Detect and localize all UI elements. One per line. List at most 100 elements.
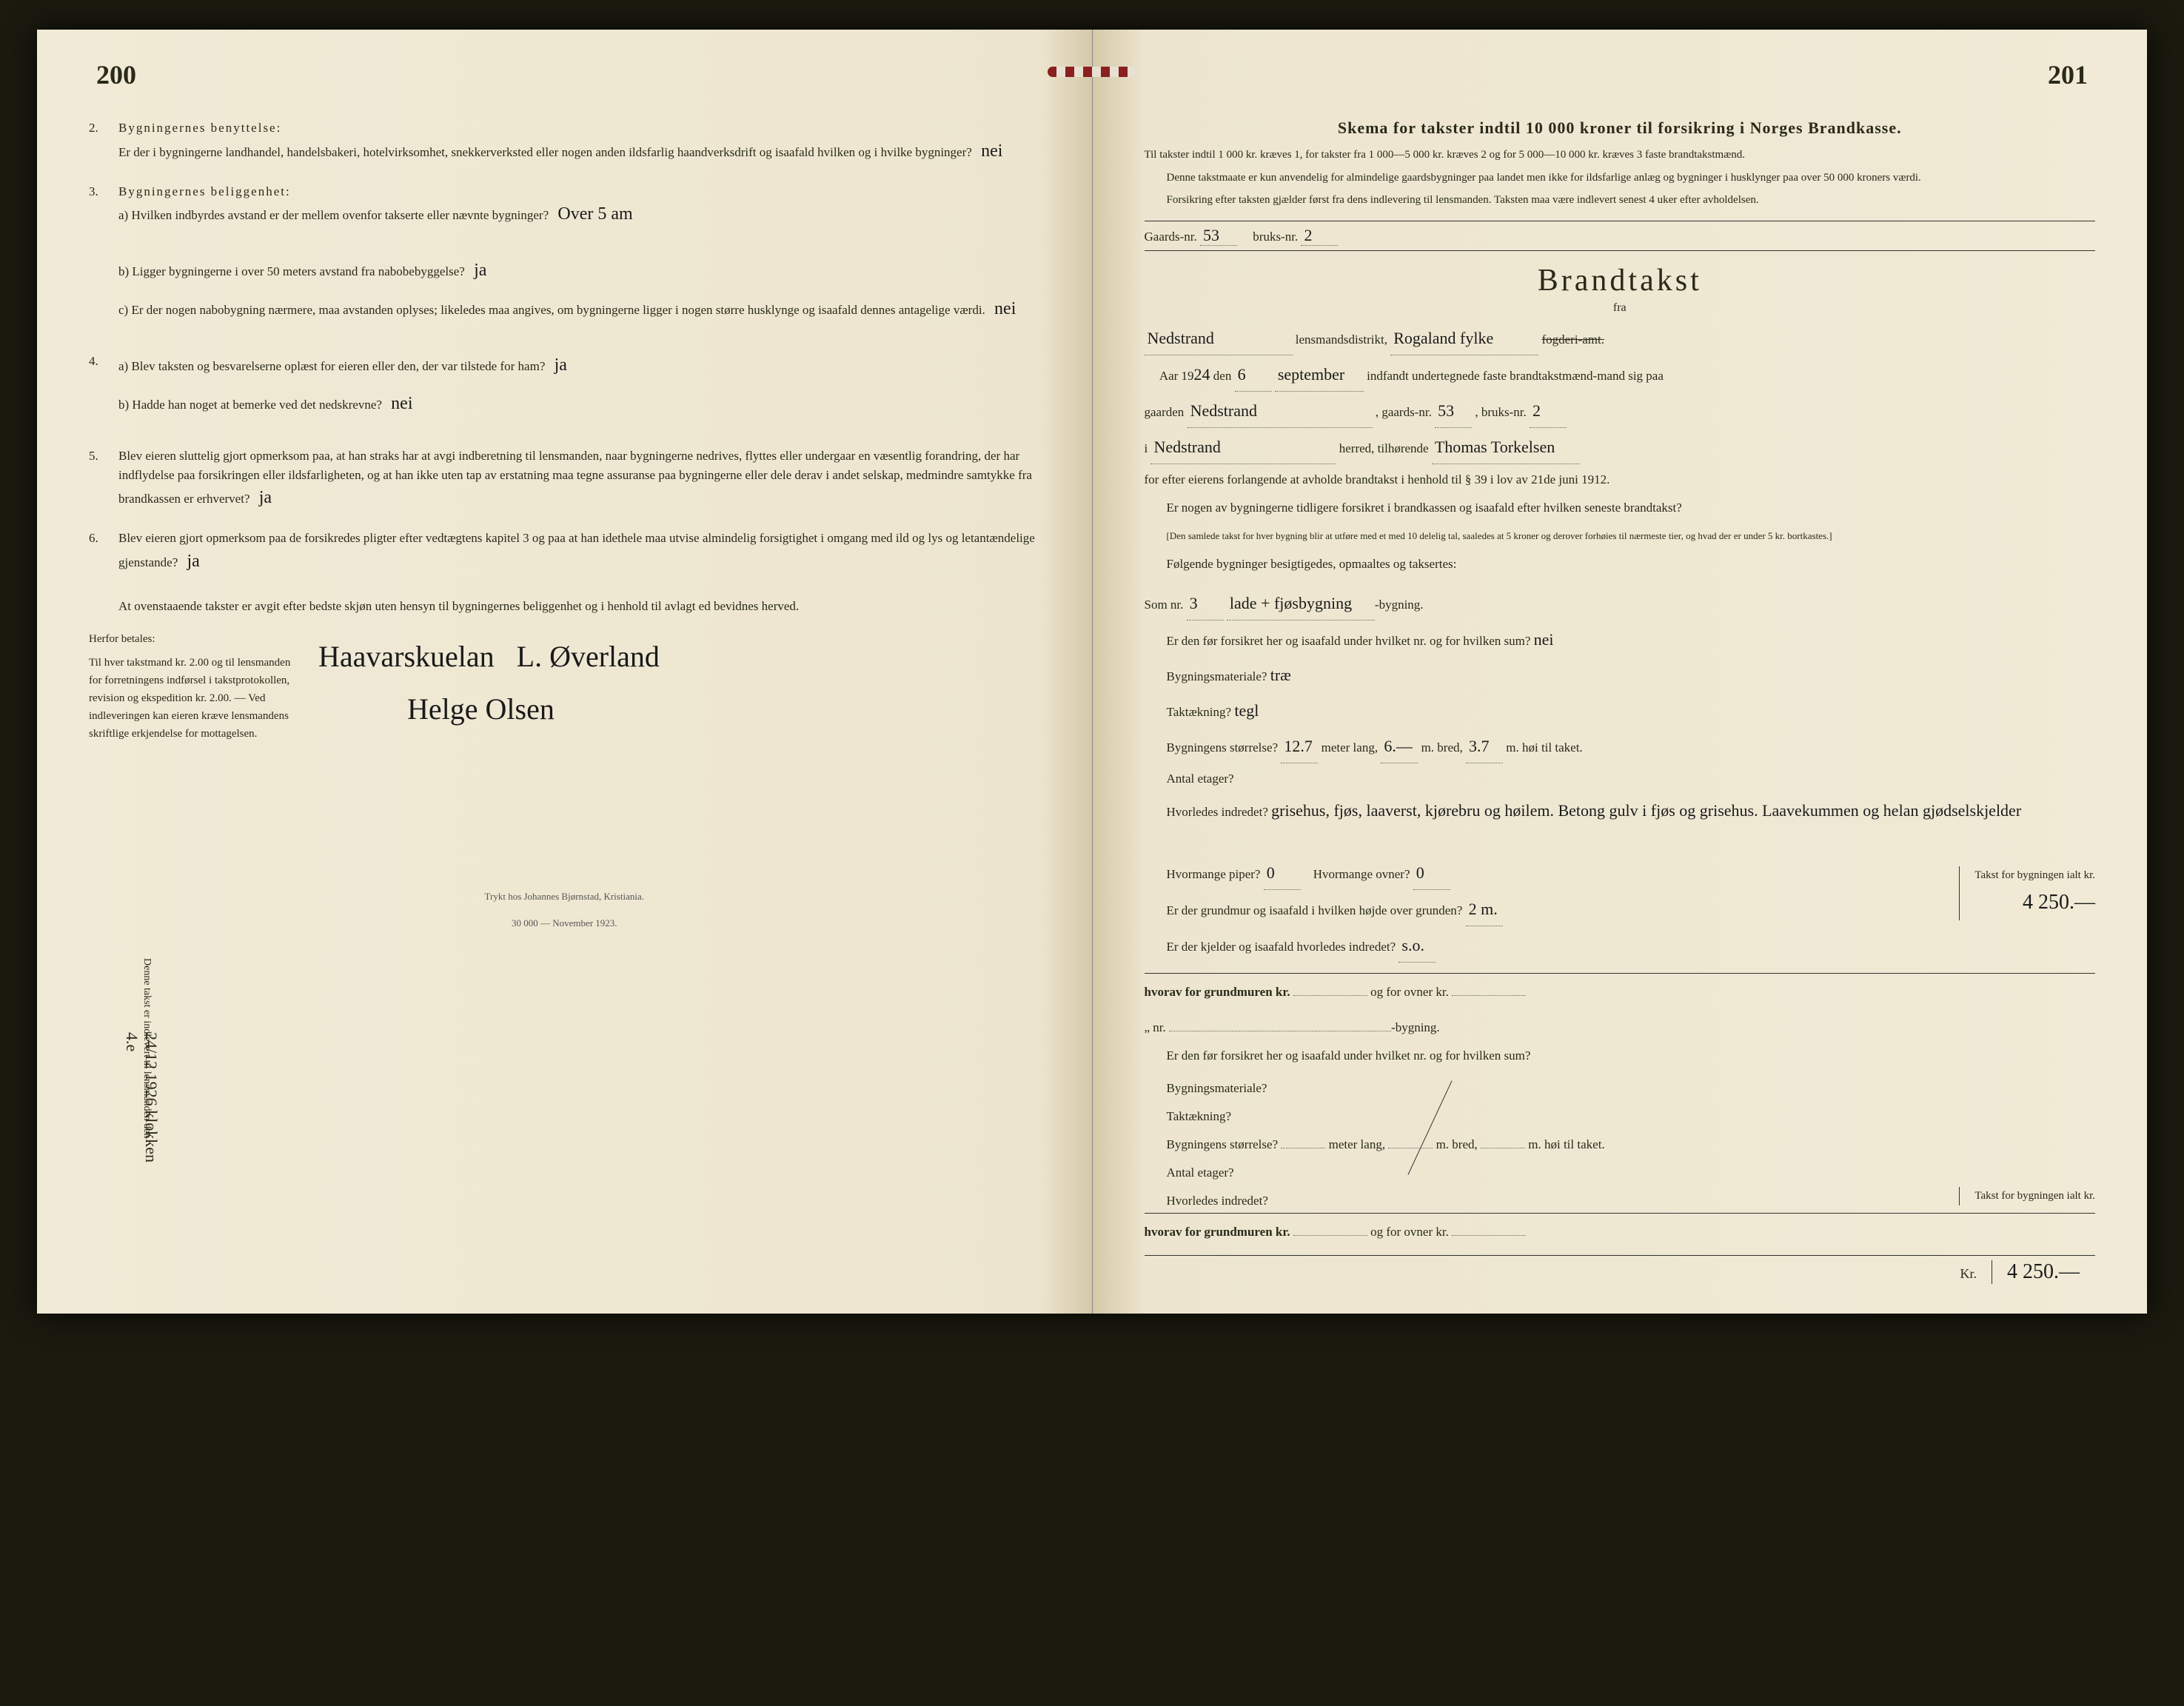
bygning2-suffix: -bygning. (1391, 1020, 1440, 1034)
som-nr: 3 (1187, 587, 1224, 620)
q5-answer: ja (259, 488, 272, 507)
q3a-text: Hvilken indbyrdes avstand er der mellem … (131, 208, 549, 222)
q6-answer: ja (187, 552, 200, 571)
fogderi-label: fogderi-amt. (1541, 332, 1604, 347)
kjelder-value: s.o. (1399, 929, 1436, 963)
q3-num: 3. (89, 182, 118, 335)
q3b-text: Ligger bygningerne i over 50 meters avst… (132, 264, 464, 278)
erdenfor-answer: nei (1534, 630, 1554, 649)
left-page: 200 2. Bygningernes benyttelse: Er der i… (37, 30, 1093, 1314)
question-2: 2. Bygningernes benyttelse: Er der i byg… (89, 118, 1040, 164)
herred: Nedstrand (1150, 431, 1336, 464)
district-line: Nedstrand lensmandsdistrikt, Rogaland fy… (1145, 322, 2096, 355)
indret-label: Hvorledes indredet? (1167, 805, 1268, 819)
q3a-label: a) (118, 208, 128, 222)
lang2-unit: meter lang, (1329, 1137, 1385, 1151)
hvorav-label: hvorav for grundmuren kr. (1145, 985, 1290, 999)
ernogen-text: Er nogen av bygningerne tidligere forsik… (1167, 495, 2096, 521)
forefter-text: for efter eierens forlangende at avholde… (1145, 467, 2096, 492)
tak2-label: Taktækning? (1167, 1104, 2096, 1129)
gaards-nr2: 53 (1435, 395, 1472, 428)
takst-byg-label: Takst for bygningen ialt kr. (1974, 866, 2095, 886)
etager-label: Antal etager? (1167, 772, 1234, 786)
vertical-handwritten: 24/12 1926 klokken 4.e (122, 1032, 161, 1180)
stor-label: Bygningens størrelse? (1167, 740, 1279, 755)
stor2-label: Bygningens størrelse? (1167, 1137, 1279, 1151)
gaarden-label: gaarden (1145, 405, 1185, 419)
mat-value: træ (1270, 666, 1291, 684)
gaards-label: Gaards-nr. (1145, 230, 1197, 244)
maaned: september (1275, 358, 1364, 392)
signature-area: Herfor betales: Til hver takstmand kr. 2… (89, 630, 1040, 743)
bruks-nr2: 2 (1530, 395, 1567, 428)
ovner-value: 0 (1413, 857, 1450, 890)
nr2-label: nr. (1153, 1020, 1165, 1034)
hvorav2-label: hvorav for grundmuren kr. (1145, 1225, 1290, 1239)
q3b-label: b) (118, 264, 129, 278)
q5-text: Blev eieren sluttelig gjort opmerksom pa… (118, 449, 1032, 506)
i-label: i (1145, 441, 1148, 455)
den-label: den (1213, 369, 1232, 383)
page-number-left: 200 (96, 59, 136, 90)
q4b-label: b) (118, 398, 129, 412)
declaration-text: At ovenstaaende takster er avgit efter b… (118, 597, 1040, 616)
book-spread: 200 2. Bygningernes benyttelse: Er der i… (37, 30, 2147, 1314)
bruks-nr: 2 (1301, 226, 1338, 246)
q3-title: Bygningernes beliggenhet: (118, 184, 291, 198)
building-2-section: „ nr. -bygning. Er den før forsikret her… (1145, 1015, 2096, 1245)
q4a-label: a) (118, 359, 128, 373)
piper-value: 0 (1264, 857, 1301, 890)
fra-label: fra (1145, 301, 2096, 315)
herred-line: i Nedstrand herred, tilhørende Thomas To… (1145, 431, 2096, 464)
schema-title: Skema for takster indtil 10 000 kroner t… (1145, 118, 2096, 138)
q6-num: 6. (89, 529, 118, 575)
signature-2: L. Øverland (517, 639, 660, 674)
district-label: lensmandsdistrikt, (1296, 332, 1387, 347)
kjelder-label: Er der kjelder og isaafald hvorledes ind… (1167, 940, 1396, 954)
hoi-value: 3.7 (1466, 730, 1503, 763)
bruks-label: bruks-nr. (1253, 230, 1298, 244)
bred-value: 6.— (1381, 730, 1418, 763)
right-page: 201 Skema for takster indtil 10 000 kron… (1093, 30, 2148, 1314)
og-ovner-label: og for ovner kr. (1370, 985, 1449, 999)
diagonal-strike: Bygningsmateriale? Taktækning? Bygningen… (1145, 1076, 2096, 1180)
bruks-nr2-label: , bruks-nr. (1475, 405, 1526, 419)
kr-label: Kr. (1960, 1266, 1977, 1282)
question-3: 3. Bygningernes beliggenhet: a) Hvilken … (89, 182, 1040, 335)
aar: 24 (1194, 365, 1210, 384)
q2-num: 2. (89, 118, 118, 164)
erdenfor-text: Er den før forsikret her og isaafald und… (1167, 634, 1531, 648)
q3b-answer: ja (474, 261, 486, 280)
q5-num: 5. (89, 446, 118, 511)
question-5: 5. Blev eieren sluttelig gjort opmerksom… (89, 446, 1040, 511)
tak-label: Taktækning? (1167, 705, 1232, 719)
bred-unit: m. bred, (1421, 740, 1463, 755)
fylke: Rogaland fylke (1390, 322, 1538, 355)
lang-unit: meter lang, (1322, 740, 1378, 755)
q4b-answer: nei (391, 394, 412, 413)
gaards-nr2-label: , gaards-nr. (1376, 405, 1432, 419)
herred-label: herred, tilhørende (1339, 441, 1429, 455)
q3c-answer: nei (994, 299, 1016, 318)
bygning-type: lade + fjøsbygning (1227, 587, 1375, 620)
q3c-text: Er der nogen nabobygning nærmere, maa av… (131, 303, 985, 317)
grundmur-label: Er der grundmur og isaafald i hvilken hø… (1167, 903, 1463, 917)
mat2-label: Bygningsmateriale? (1167, 1076, 2096, 1101)
erdenfor2-text: Er den før forsikret her og isaafald und… (1167, 1043, 2096, 1068)
q2-text: Er der i bygningerne landhandel, handels… (118, 145, 972, 159)
q2-answer: nei (981, 141, 1002, 161)
q4a-text: Blev taksten og besvarelserne oplæst for… (131, 359, 545, 373)
header-note-2: Forsikring efter taksten gjælder først f… (1167, 192, 2096, 209)
eier: Thomas Torkelsen (1432, 431, 1580, 464)
binding-cord (1048, 67, 1136, 81)
header-note-1: Denne takstmaate er kun anvendelig for a… (1167, 170, 2096, 187)
q6-text: Blev eieren gjort opmerksom paa de forsi… (118, 531, 1035, 569)
herfor-label: Herfor betales: (89, 630, 296, 648)
mat-label: Bygningsmateriale? (1167, 669, 1267, 683)
folgende-text: Følgende bygninger besigtigedes, opmaalt… (1167, 552, 2096, 577)
takst-byg-value: 4 250.— (1974, 885, 2095, 920)
herfor-text: Til hver takstmand kr. 2.00 og til lensm… (89, 654, 296, 743)
gaards-bruks-row: Gaards-nr. 53 bruks-nr. 2 (1145, 221, 2096, 251)
signature-3: Helge Olsen (407, 692, 1040, 726)
bred2-unit: m. bred, (1436, 1137, 1478, 1151)
